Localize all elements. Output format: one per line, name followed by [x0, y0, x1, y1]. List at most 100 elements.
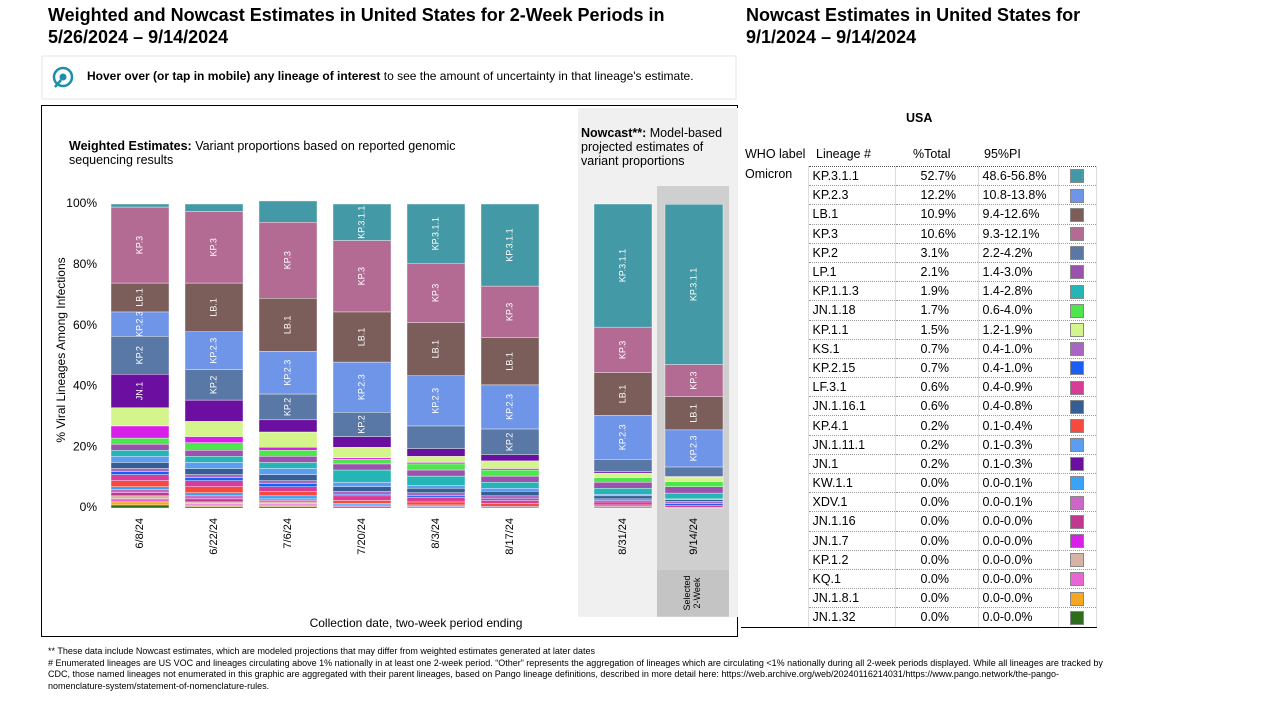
bar-segment	[406, 203, 466, 264]
prediction-interval: 0.0-0.1%	[978, 492, 1059, 513]
percent-total: 0.7%	[895, 339, 979, 359]
bar-segment	[184, 462, 244, 469]
bar-segment	[480, 384, 540, 430]
bar-segment	[664, 501, 724, 504]
bar-segment	[184, 203, 244, 212]
bar-segment	[184, 504, 244, 507]
y-tick-label: 40%	[73, 379, 97, 393]
lineage: JN.1.7	[808, 531, 896, 551]
color-swatch	[1069, 169, 1084, 184]
hint-text: Hover over (or tap in mobile) any lineag…	[87, 69, 694, 83]
bar-segment	[332, 459, 392, 465]
percent-total: 1.7%	[895, 300, 979, 321]
color-swatch	[1069, 572, 1084, 587]
bar-segment	[258, 503, 318, 506]
bar-segment	[110, 203, 170, 208]
lineage: JN.1.16.1	[808, 396, 896, 417]
segment-label: KP.2.3	[134, 311, 144, 337]
segment-label: KP.2.3	[688, 435, 698, 461]
swatch-cell	[1058, 204, 1097, 225]
x-tick-label: 6/22/24	[208, 518, 220, 555]
lineage: KP.3.1.1	[808, 166, 896, 187]
percent-total: 12.2%	[895, 185, 979, 206]
table-region: USA	[906, 111, 933, 125]
bar-segment	[184, 468, 244, 475]
page-title: Weighted and Nowcast Estimates in United…	[48, 5, 665, 47]
bar-segment	[664, 481, 724, 487]
bar-segment	[406, 425, 466, 449]
percent-total: 0.0%	[895, 511, 979, 532]
segment-label: KP.2.3	[430, 388, 440, 414]
bar-segment	[184, 436, 244, 443]
footnote: # Enumerated lineages are US VOC and lin…	[48, 657, 1103, 691]
bar-segment	[184, 369, 244, 401]
x-tick-label: 8/17/24	[504, 518, 516, 555]
swatch-cell	[1058, 281, 1097, 302]
color-swatch	[1069, 457, 1084, 472]
percent-total: 10.6%	[895, 224, 979, 244]
hint-bold: Hover over (or tap in mobile) any lineag…	[87, 69, 381, 83]
color-swatch	[1069, 553, 1084, 568]
bar-segment	[664, 486, 724, 494]
bar-segment	[184, 474, 244, 478]
table-row: KP.4.1 0.2% 0.1-0.4%	[741, 415, 1097, 436]
bar-segment	[110, 407, 170, 427]
bar-segment	[184, 477, 244, 481]
bar-segment	[184, 331, 244, 370]
segment-label: KP.3	[282, 251, 292, 269]
bar-segment	[406, 463, 466, 471]
percent-total: 0.6%	[895, 396, 979, 417]
bar-segment	[406, 495, 466, 498]
bar-segment	[664, 503, 724, 506]
percent-total: 10.9%	[895, 204, 979, 225]
lineage: KP.1.1.3	[808, 281, 896, 302]
bar-segment	[593, 500, 653, 503]
bar-segment	[258, 468, 318, 475]
prediction-interval: 0.1-0.4%	[978, 415, 1059, 436]
bar-segment	[110, 498, 170, 503]
bar-segment	[593, 488, 653, 495]
bar-segment	[664, 499, 724, 502]
bar-segment	[184, 492, 244, 497]
color-swatch	[1069, 514, 1084, 529]
nowcast-subtitle: Model-based projected estimates of varia…	[581, 126, 723, 168]
segment-label: LB.1	[430, 340, 440, 359]
prediction-interval: 0.0-0.0%	[978, 531, 1059, 551]
bar-segment	[110, 425, 170, 439]
bar-segment	[184, 498, 244, 503]
segment-label: KP.3	[504, 303, 514, 321]
lineage: XDV.1	[808, 492, 896, 513]
color-swatch	[1069, 476, 1084, 491]
bar-segment	[593, 471, 653, 474]
nowcast-title: Nowcast**:	[581, 126, 647, 140]
swatch-cell	[1058, 358, 1097, 379]
bar-segment	[664, 466, 724, 477]
prediction-interval: 0.0-0.0%	[978, 569, 1059, 590]
y-tick-label: 80%	[73, 257, 97, 271]
percent-total: 0.0%	[895, 569, 979, 590]
segment-label: KP.2	[208, 376, 218, 394]
lineage: KP.2	[808, 243, 896, 263]
lineage: KP.4.1	[808, 415, 896, 436]
segment-label: KP.2.3	[504, 394, 514, 420]
bar-segment	[332, 447, 392, 459]
percent-total: 0.2%	[895, 435, 979, 455]
bar-segment	[406, 504, 466, 507]
color-swatch	[1069, 438, 1084, 453]
segment-label: KP.2.3	[282, 360, 292, 386]
bar-segment	[258, 200, 318, 223]
bar-segment	[258, 500, 318, 503]
bar-segment	[258, 474, 318, 481]
lineage: JN.1.16	[808, 511, 896, 532]
color-swatch	[1069, 227, 1084, 241]
x-tick-label: 8/31/24	[617, 518, 629, 555]
table-row: JN.1.16.1 0.6% 0.4-0.8%	[741, 396, 1097, 417]
segment-label: KP.2.3	[617, 424, 627, 450]
table-row: Omicron KP.3.1.1 52.7% 48.6-56.8%	[741, 166, 1097, 628]
bar-segment	[332, 311, 392, 363]
bar-segment	[332, 481, 392, 487]
bar-segment	[110, 504, 170, 509]
bar-segment	[593, 203, 653, 328]
bar-segment	[406, 375, 466, 427]
table-row: JN.1.32 0.0% 0.0-0.0%	[741, 607, 1097, 628]
